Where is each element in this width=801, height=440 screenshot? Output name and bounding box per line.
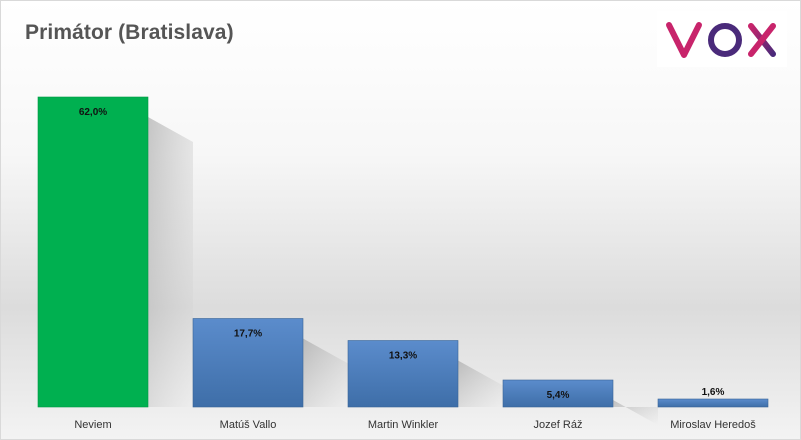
- bar-shadow-neviem: [148, 117, 193, 407]
- value-label-miroslav-heredos: 1,6%: [702, 387, 725, 398]
- bar-jozef-raz: [502, 379, 614, 408]
- bar-martin-winkler: [347, 340, 459, 408]
- vox-logo-graphic: [666, 22, 776, 58]
- chart-title: Primátor (Bratislava): [25, 21, 234, 44]
- category-label-martin-winkler: Martin Winkler: [368, 419, 439, 431]
- vox-logo: [657, 11, 787, 67]
- value-label-neviem: 62,0%: [79, 107, 107, 118]
- bar-shadow-matus-vallo: [303, 338, 348, 407]
- bar-neviem: [37, 96, 149, 408]
- bar-miroslav-heredos: [657, 398, 769, 408]
- value-label-matus-vallo: 17,7%: [234, 329, 262, 340]
- category-label-neviem: Neviem: [74, 419, 111, 431]
- bar-matus-vallo: [192, 318, 304, 408]
- category-label-matus-vallo: Matúš Vallo: [220, 419, 277, 431]
- value-label-jozef-raz: 5,4%: [547, 390, 570, 401]
- category-label-miroslav-heredos: Miroslav Heredoš: [670, 419, 756, 431]
- bar-shadow-martin-winkler: [458, 360, 503, 407]
- value-label-martin-winkler: 13,3%: [389, 351, 417, 362]
- bar-shadow-jozef-raz: [613, 400, 658, 425]
- category-label-jozef-raz: Jozef Ráž: [534, 419, 583, 431]
